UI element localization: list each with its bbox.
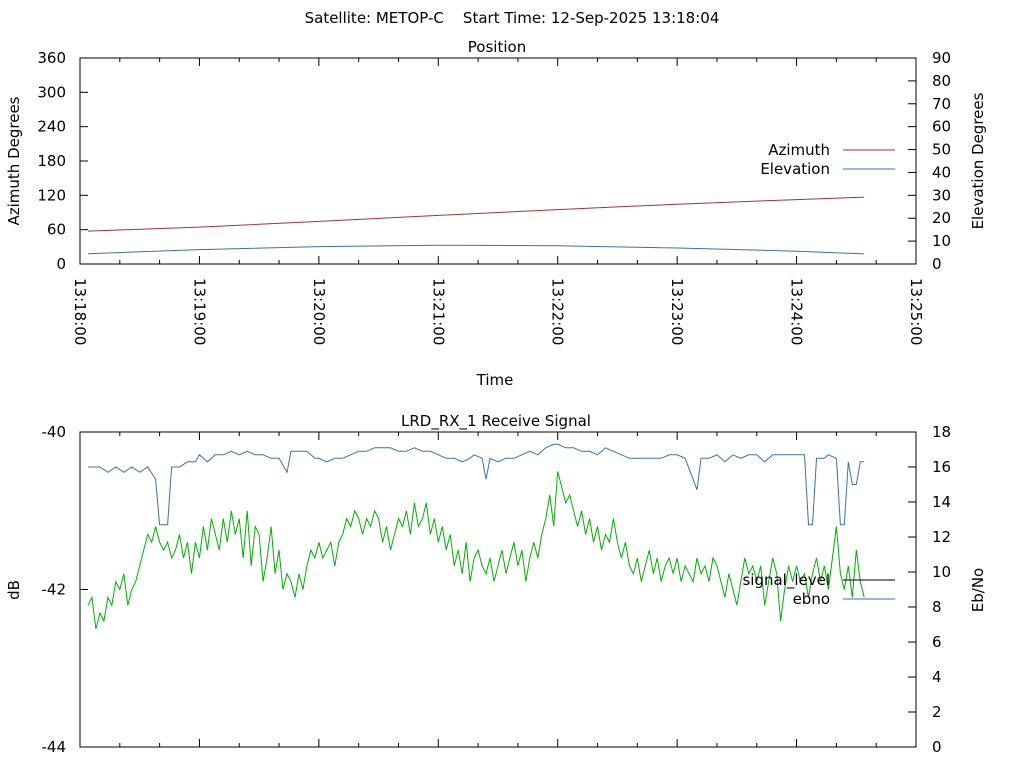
receive-axis-ticks: -44 -42 -40 0 2 4 6 8 10 12 14 16 18 — [42, 423, 952, 756]
left-y-tick-label: 180 — [37, 152, 66, 170]
ebno-line — [88, 443, 865, 526]
Azimuth-line — [87, 196, 865, 232]
x-tick-label: 13:24:00 — [788, 278, 806, 345]
left-y-tick-label: 0 — [56, 255, 66, 273]
left-y-tick-label: 120 — [37, 186, 66, 204]
Elevation-line — [87, 244, 865, 255]
receive-series — [87, 443, 865, 630]
right-y-tick-label: 14 — [932, 493, 951, 511]
time-axis-label: Time — [476, 371, 514, 389]
right-y-tick-label: 4 — [932, 668, 942, 686]
right-y-tick-label: 6 — [932, 633, 942, 651]
x-tick-label: 13:25:00 — [907, 278, 925, 345]
x-tick-label: 13:22:00 — [549, 278, 567, 345]
position-chart-title: Position — [468, 38, 526, 56]
elevation-axis-label: Elevation Degrees — [969, 92, 987, 229]
x-tick-label: 13:21:00 — [429, 278, 447, 345]
legend-label-signal_level: signal_level — [742, 571, 830, 590]
right-y-tick-label: 0 — [932, 738, 942, 756]
signal_level-line — [87, 471, 865, 630]
azimuth-axis-label: Azimuth Degrees — [5, 96, 23, 225]
right-y-tick-label: 60 — [932, 118, 951, 136]
position-axis-ticks: 0 60 120 180 240 300 360 0 10 20 30 40 50 60 70 80 90 13:… — [37, 49, 951, 345]
right-y-tick-label: 0 — [932, 255, 942, 273]
right-y-tick-label: 10 — [932, 232, 951, 250]
legend-label-ebno: ebno — [793, 590, 830, 608]
right-y-tick-label: 16 — [932, 458, 951, 476]
right-y-tick-label: 90 — [932, 49, 951, 67]
db-axis-label: dB — [5, 580, 23, 600]
receive-plot-frame — [79, 431, 917, 748]
left-y-tick-label: 300 — [37, 83, 66, 101]
right-y-tick-label: 8 — [932, 598, 942, 616]
x-tick-label: 13:19:00 — [190, 278, 208, 345]
right-y-tick-label: 70 — [932, 95, 951, 113]
position-chart: Position 0 60 120 180 240 300 360 0 10 20 30 40 50 60… — [5, 38, 987, 389]
right-y-tick-label: 20 — [932, 209, 951, 227]
right-y-tick-label: 2 — [932, 703, 942, 721]
left-y-tick-label: -42 — [42, 581, 67, 599]
right-y-tick-label: 50 — [932, 141, 951, 159]
right-y-tick-label: 30 — [932, 186, 951, 204]
x-tick-label: 13:18:00 — [71, 278, 89, 345]
x-tick-label: 13:23:00 — [668, 278, 686, 345]
left-y-tick-label: 240 — [37, 118, 66, 136]
legend-label-Azimuth: Azimuth — [768, 141, 830, 159]
right-y-tick-label: 18 — [932, 423, 951, 441]
x-tick-label: 13:20:00 — [310, 278, 328, 345]
right-y-tick-label: 40 — [932, 163, 951, 181]
right-y-tick-label: 80 — [932, 72, 951, 90]
left-y-tick-label: -44 — [42, 738, 67, 756]
header-title: Satellite: METOP-C Start Time: 12-Sep-20… — [305, 9, 720, 27]
right-y-tick-label: 10 — [932, 563, 951, 581]
receive-signal-chart: LRD_RX_1 Receive Signal -44 -42 -40 0 2 4 6 8 10… — [5, 412, 987, 756]
right-y-tick-label: 12 — [932, 528, 951, 546]
legend-label-Elevation: Elevation — [760, 160, 830, 178]
ebno-axis-label: Eb/No — [969, 568, 987, 612]
left-y-tick-label: 360 — [37, 49, 66, 67]
position-series — [87, 196, 865, 255]
left-y-tick-label: 60 — [47, 221, 66, 239]
receive-chart-title: LRD_RX_1 Receive Signal — [401, 412, 591, 431]
left-y-tick-label: -40 — [42, 423, 67, 441]
